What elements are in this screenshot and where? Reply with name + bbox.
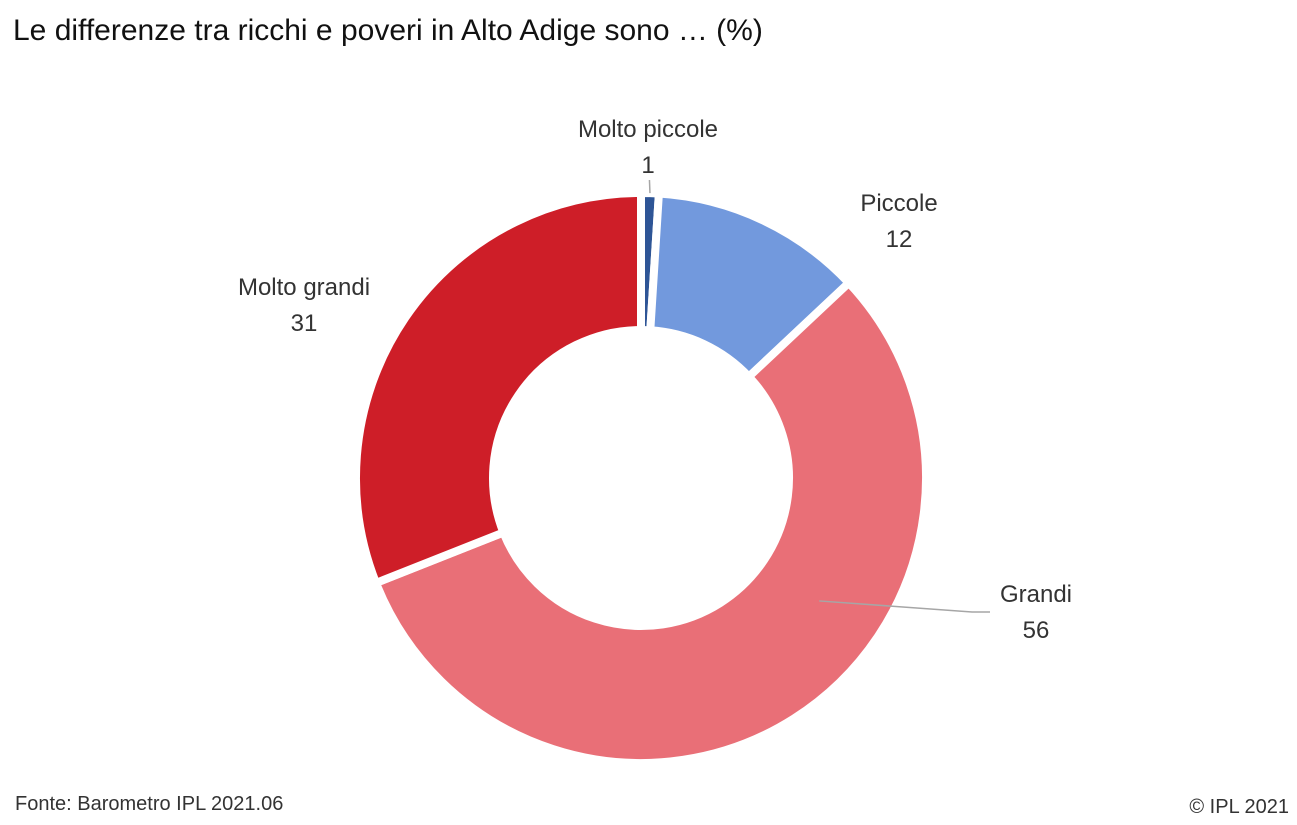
slice-label-name: Molto grandi <box>237 274 371 301</box>
leader-line-molto-piccole <box>648 179 651 194</box>
slice-label-value: 31 <box>290 310 318 337</box>
slice-label-molto-piccole: Molto piccole 1 <box>578 112 718 184</box>
slice-grandi <box>370 277 930 767</box>
slice-label-value: 1 <box>641 152 655 179</box>
slice-label-name: Molto piccole <box>577 116 719 143</box>
slice-label-piccole: Piccole 12 <box>860 186 937 258</box>
slice-label-name: Piccole <box>860 190 938 217</box>
copyright-note: © IPL 2021 <box>1189 796 1289 818</box>
slice-label-value: 12 <box>885 226 913 253</box>
slice-label-name: Grandi <box>999 581 1073 608</box>
leader-line-grandi <box>819 600 990 613</box>
slice-label-molto-grandi: Molto grandi 31 <box>238 270 370 342</box>
source-note: Fonte: Barometro IPL 2021.06 <box>15 793 284 815</box>
slice-label-grandi: Grandi 56 <box>1000 577 1072 649</box>
slice-molto-grandi <box>352 188 645 589</box>
chart-title: Le differenze tra ricchi e poveri in Alt… <box>13 14 763 47</box>
slice-label-value: 56 <box>1022 617 1050 644</box>
